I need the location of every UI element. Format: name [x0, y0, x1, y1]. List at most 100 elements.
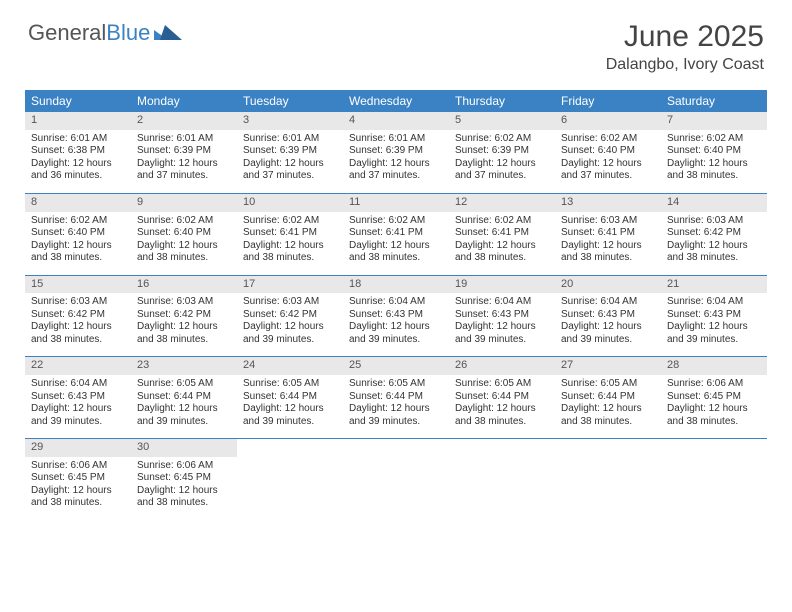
day-number: 12: [449, 194, 555, 212]
day-cell: 4Sunrise: 6:01 AMSunset: 6:39 PMDaylight…: [343, 112, 449, 193]
daylight-line: Daylight: 12 hours and 38 minutes.: [349, 240, 443, 265]
day-cell: [343, 439, 449, 520]
weekday-header: SundayMondayTuesdayWednesdayThursdayFrid…: [25, 90, 767, 112]
sunrise-line: Sunrise: 6:02 AM: [667, 133, 761, 146]
sunset-line: Sunset: 6:39 PM: [137, 145, 231, 158]
day-number: 21: [661, 276, 767, 294]
sunset-line: Sunset: 6:41 PM: [561, 227, 655, 240]
sunset-line: Sunset: 6:42 PM: [667, 227, 761, 240]
daylight-line: Daylight: 12 hours and 39 minutes.: [243, 403, 337, 428]
daylight-line: Daylight: 12 hours and 38 minutes.: [137, 321, 231, 346]
daylight-line: Daylight: 12 hours and 37 minutes.: [137, 158, 231, 183]
daylight-line: Daylight: 12 hours and 39 minutes.: [455, 321, 549, 346]
day-cell: 24Sunrise: 6:05 AMSunset: 6:44 PMDayligh…: [237, 357, 343, 438]
day-number: 23: [131, 357, 237, 375]
daylight-line: Daylight: 12 hours and 38 minutes.: [137, 240, 231, 265]
day-body: Sunrise: 6:03 AMSunset: 6:42 PMDaylight:…: [131, 293, 237, 356]
sunset-line: Sunset: 6:42 PM: [31, 309, 125, 322]
sunset-line: Sunset: 6:43 PM: [455, 309, 549, 322]
day-cell: 19Sunrise: 6:04 AMSunset: 6:43 PMDayligh…: [449, 276, 555, 357]
sunrise-line: Sunrise: 6:01 AM: [31, 133, 125, 146]
day-cell: [449, 439, 555, 520]
day-number: 18: [343, 276, 449, 294]
sunset-line: Sunset: 6:40 PM: [561, 145, 655, 158]
weekday-label: Sunday: [25, 90, 131, 112]
day-body: Sunrise: 6:03 AMSunset: 6:41 PMDaylight:…: [555, 212, 661, 275]
day-cell: 8Sunrise: 6:02 AMSunset: 6:40 PMDaylight…: [25, 194, 131, 275]
day-body: Sunrise: 6:02 AMSunset: 6:40 PMDaylight:…: [25, 212, 131, 275]
day-body: Sunrise: 6:02 AMSunset: 6:41 PMDaylight:…: [237, 212, 343, 275]
day-body: Sunrise: 6:01 AMSunset: 6:39 PMDaylight:…: [237, 130, 343, 193]
day-cell: 26Sunrise: 6:05 AMSunset: 6:44 PMDayligh…: [449, 357, 555, 438]
day-cell: [661, 439, 767, 520]
day-body: Sunrise: 6:06 AMSunset: 6:45 PMDaylight:…: [25, 457, 131, 520]
sunrise-line: Sunrise: 6:03 AM: [137, 296, 231, 309]
day-number: 5: [449, 112, 555, 130]
day-cell: 12Sunrise: 6:02 AMSunset: 6:41 PMDayligh…: [449, 194, 555, 275]
sunset-line: Sunset: 6:42 PM: [243, 309, 337, 322]
month-title: June 2025: [606, 20, 764, 54]
day-body: Sunrise: 6:04 AMSunset: 6:43 PMDaylight:…: [25, 375, 131, 438]
day-cell: 6Sunrise: 6:02 AMSunset: 6:40 PMDaylight…: [555, 112, 661, 193]
day-cell: 23Sunrise: 6:05 AMSunset: 6:44 PMDayligh…: [131, 357, 237, 438]
day-number: 4: [343, 112, 449, 130]
day-cell: 5Sunrise: 6:02 AMSunset: 6:39 PMDaylight…: [449, 112, 555, 193]
sunrise-line: Sunrise: 6:03 AM: [243, 296, 337, 309]
day-number: 13: [555, 194, 661, 212]
daylight-line: Daylight: 12 hours and 38 minutes.: [31, 240, 125, 265]
sunrise-line: Sunrise: 6:02 AM: [561, 133, 655, 146]
day-cell: 20Sunrise: 6:04 AMSunset: 6:43 PMDayligh…: [555, 276, 661, 357]
daylight-line: Daylight: 12 hours and 39 minutes.: [561, 321, 655, 346]
day-cell: 22Sunrise: 6:04 AMSunset: 6:43 PMDayligh…: [25, 357, 131, 438]
sunrise-line: Sunrise: 6:04 AM: [349, 296, 443, 309]
week-row: 29Sunrise: 6:06 AMSunset: 6:45 PMDayligh…: [25, 439, 767, 520]
day-body: Sunrise: 6:01 AMSunset: 6:38 PMDaylight:…: [25, 130, 131, 193]
sunrise-line: Sunrise: 6:04 AM: [667, 296, 761, 309]
daylight-line: Daylight: 12 hours and 37 minutes.: [243, 158, 337, 183]
weekday-label: Friday: [555, 90, 661, 112]
day-cell: 3Sunrise: 6:01 AMSunset: 6:39 PMDaylight…: [237, 112, 343, 193]
sunrise-line: Sunrise: 6:04 AM: [561, 296, 655, 309]
sunrise-line: Sunrise: 6:01 AM: [137, 133, 231, 146]
daylight-line: Daylight: 12 hours and 38 minutes.: [137, 485, 231, 510]
day-cell: [555, 439, 661, 520]
sunset-line: Sunset: 6:44 PM: [243, 391, 337, 404]
day-cell: 9Sunrise: 6:02 AMSunset: 6:40 PMDaylight…: [131, 194, 237, 275]
day-cell: 15Sunrise: 6:03 AMSunset: 6:42 PMDayligh…: [25, 276, 131, 357]
sunrise-line: Sunrise: 6:04 AM: [455, 296, 549, 309]
day-number: 15: [25, 276, 131, 294]
day-cell: 13Sunrise: 6:03 AMSunset: 6:41 PMDayligh…: [555, 194, 661, 275]
sunset-line: Sunset: 6:44 PM: [561, 391, 655, 404]
sunrise-line: Sunrise: 6:05 AM: [243, 378, 337, 391]
day-number: 24: [237, 357, 343, 375]
day-cell: 17Sunrise: 6:03 AMSunset: 6:42 PMDayligh…: [237, 276, 343, 357]
calendar: SundayMondayTuesdayWednesdayThursdayFrid…: [25, 90, 767, 520]
week-row: 8Sunrise: 6:02 AMSunset: 6:40 PMDaylight…: [25, 194, 767, 276]
sunset-line: Sunset: 6:45 PM: [31, 472, 125, 485]
daylight-line: Daylight: 12 hours and 38 minutes.: [243, 240, 337, 265]
sunset-line: Sunset: 6:43 PM: [349, 309, 443, 322]
daylight-line: Daylight: 12 hours and 36 minutes.: [31, 158, 125, 183]
sunset-line: Sunset: 6:45 PM: [137, 472, 231, 485]
day-cell: 7Sunrise: 6:02 AMSunset: 6:40 PMDaylight…: [661, 112, 767, 193]
weekday-label: Monday: [131, 90, 237, 112]
sunset-line: Sunset: 6:38 PM: [31, 145, 125, 158]
day-cell: 21Sunrise: 6:04 AMSunset: 6:43 PMDayligh…: [661, 276, 767, 357]
day-body: Sunrise: 6:05 AMSunset: 6:44 PMDaylight:…: [237, 375, 343, 438]
sunrise-line: Sunrise: 6:05 AM: [561, 378, 655, 391]
daylight-line: Daylight: 12 hours and 38 minutes.: [455, 403, 549, 428]
day-body: Sunrise: 6:02 AMSunset: 6:40 PMDaylight:…: [555, 130, 661, 193]
brand-part1: General: [28, 20, 106, 46]
day-number: 9: [131, 194, 237, 212]
day-number: 26: [449, 357, 555, 375]
day-body: Sunrise: 6:03 AMSunset: 6:42 PMDaylight:…: [661, 212, 767, 275]
daylight-line: Daylight: 12 hours and 38 minutes.: [667, 240, 761, 265]
daylight-line: Daylight: 12 hours and 38 minutes.: [561, 240, 655, 265]
sunrise-line: Sunrise: 6:06 AM: [137, 460, 231, 473]
daylight-line: Daylight: 12 hours and 38 minutes.: [455, 240, 549, 265]
daylight-line: Daylight: 12 hours and 39 minutes.: [243, 321, 337, 346]
day-cell: 25Sunrise: 6:05 AMSunset: 6:44 PMDayligh…: [343, 357, 449, 438]
daylight-line: Daylight: 12 hours and 38 minutes.: [561, 403, 655, 428]
week-row: 1Sunrise: 6:01 AMSunset: 6:38 PMDaylight…: [25, 112, 767, 194]
day-body: Sunrise: 6:02 AMSunset: 6:41 PMDaylight:…: [343, 212, 449, 275]
